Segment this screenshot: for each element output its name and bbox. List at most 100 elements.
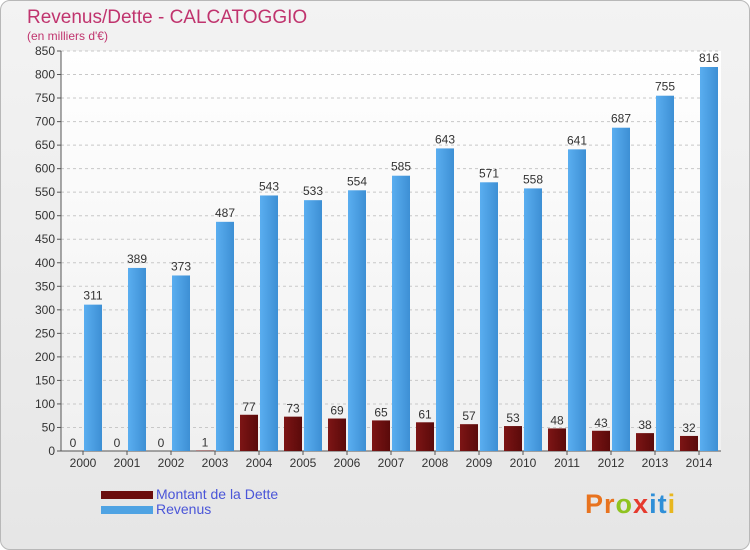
data-label-dette: 43 [594,416,608,430]
data-label-dette: 0 [114,436,121,450]
data-label-dette: 61 [418,407,432,421]
logo-letter: P [585,489,605,519]
y-tick-label: 650 [35,138,55,152]
data-label-revenus: 643 [435,132,455,146]
data-label-revenus: 554 [347,174,367,188]
x-tick-label: 2008 [422,456,449,470]
y-tick-label: 100 [35,397,55,411]
data-label-dette: 57 [462,409,476,423]
bar-dette [240,414,258,451]
data-label-dette: 77 [242,400,256,414]
bar-revenus [656,95,674,452]
chart-subtitle: (en milliers d'€) [27,29,108,43]
data-label-dette: 48 [550,413,564,427]
logo-letter: i [667,489,677,519]
data-label-revenus: 543 [259,179,279,193]
data-label-dette: 0 [70,436,77,450]
x-tick-label: 2011 [554,456,580,470]
bar-revenus [348,190,366,451]
bar-revenus [568,149,586,451]
data-label-revenus: 816 [699,51,719,65]
logo-letter: i [649,489,658,519]
data-label-revenus: 558 [523,172,543,186]
logo-letter: x [633,489,650,519]
proxiti-logo: Proxiti [585,489,676,520]
data-label-dette: 38 [638,418,652,432]
data-label-revenus: 311 [83,289,102,303]
y-tick-label: 300 [35,303,55,317]
bar-revenus [524,188,542,452]
legend-swatch-revenus [101,506,153,514]
plot-area [61,51,721,451]
y-tick-label: 700 [35,115,55,129]
y-tick-label: 400 [35,256,55,270]
bar-revenus [700,67,718,451]
data-label-revenus: 373 [171,259,191,273]
legend-label-revenus: Revenus [156,501,212,517]
y-tick-label: 600 [35,162,55,176]
bar-dette [504,426,522,451]
y-tick-label: 550 [35,185,55,199]
data-label-revenus: 585 [391,160,411,174]
legend-label-dette: Montant de la Dette [156,486,279,502]
data-label-revenus: 687 [611,112,631,126]
bar-revenus [84,304,102,451]
x-tick-label: 2002 [158,456,185,470]
bar-dette [592,430,610,451]
bar-dette [460,424,478,451]
data-label-revenus: 533 [303,184,323,198]
bar-dette [680,435,698,451]
data-label-revenus: 389 [127,252,147,266]
data-label-dette: 1 [202,436,209,450]
y-tick-label: 850 [35,44,55,58]
y-tick-label: 500 [35,209,55,223]
chart-title: Revenus/Dette - CALCATOGGIO [27,7,308,28]
data-label-dette: 65 [374,405,388,419]
bar-revenus [260,195,278,451]
bar-revenus [216,221,234,451]
bar-dette [416,422,434,451]
data-label-revenus: 487 [215,206,235,220]
y-tick-label: 250 [35,326,55,340]
bar-revenus [436,148,454,452]
x-tick-label: 2013 [642,456,669,470]
bar-dette [636,433,654,451]
data-label-dette: 32 [682,421,696,435]
x-tick-label: 2000 [70,456,97,470]
bar-dette [548,428,566,451]
y-tick-label: 750 [35,91,55,105]
x-tick-label: 2014 [686,456,713,470]
data-label-dette: 53 [506,411,520,425]
x-tick-label: 2010 [510,456,537,470]
y-tick-label: 150 [35,373,55,387]
bar-dette [328,418,346,451]
x-tick-label: 2012 [598,456,625,470]
x-tick-label: 2007 [378,456,405,470]
data-label-dette: 73 [286,402,300,416]
data-label-dette: 69 [330,404,344,418]
x-tick-label: 2003 [202,456,229,470]
x-tick-label: 2009 [466,456,493,470]
x-tick-label: 2001 [114,456,141,470]
logo-letter: o [615,489,634,519]
y-tick-label: 0 [48,444,55,458]
y-tick-label: 200 [35,350,55,364]
data-label-dette: 0 [158,436,165,450]
x-tick-label: 2006 [334,456,361,470]
bar-revenus [128,267,146,451]
legend-swatch-dette [101,491,153,499]
data-label-revenus: 641 [567,133,587,147]
bar-revenus [392,175,410,452]
y-tick-label: 450 [35,232,55,246]
y-tick-label: 800 [35,68,55,82]
y-tick-label: 50 [42,420,56,434]
data-label-revenus: 571 [479,166,499,180]
bar-revenus [612,127,630,452]
logo-letter: t [657,489,668,519]
x-tick-label: 2005 [290,456,317,470]
y-tick-label: 350 [35,279,55,293]
data-label-revenus: 755 [655,80,675,94]
bar-dette [284,416,302,451]
